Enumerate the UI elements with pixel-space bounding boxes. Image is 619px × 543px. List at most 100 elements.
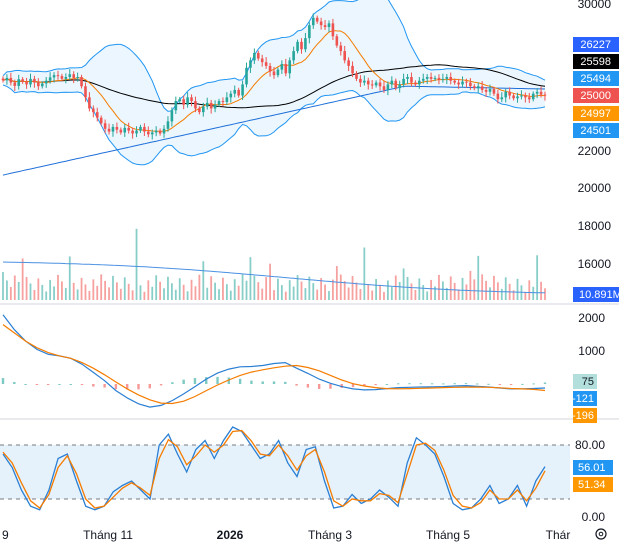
candle-body[interactable] [433, 77, 437, 79]
candle-body[interactable] [123, 127, 127, 133]
candle-body[interactable] [229, 93, 233, 98]
candle-body[interactable] [445, 77, 449, 79]
candle-body[interactable] [449, 77, 453, 81]
candle-body[interactable] [347, 60, 350, 66]
candle-body[interactable] [72, 74, 75, 78]
candle-body[interactable] [335, 36, 339, 46]
candle-body[interactable] [390, 80, 394, 85]
candle-body[interactable] [37, 82, 40, 87]
candle-body[interactable] [139, 126, 142, 131]
candle-body[interactable] [469, 82, 472, 87]
stochastic-panel[interactable] [0, 426, 570, 511]
candle-body[interactable] [80, 77, 83, 87]
candle-body[interactable] [60, 76, 64, 79]
candle-body[interactable] [402, 78, 405, 85]
candle-body[interactable] [488, 89, 492, 92]
candle-body[interactable] [107, 128, 111, 132]
candle-body[interactable] [457, 82, 460, 85]
candle-body[interactable] [194, 101, 197, 109]
candle-body[interactable] [241, 84, 244, 96]
candle-body[interactable] [520, 95, 523, 97]
candle-body[interactable] [410, 77, 413, 83]
candle-body[interactable] [135, 130, 138, 134]
candle-body[interactable] [205, 102, 209, 107]
gear-icon[interactable] [595, 528, 607, 540]
candle-body[interactable] [374, 82, 378, 86]
candle-body[interactable] [425, 77, 429, 79]
candle-body[interactable] [394, 80, 398, 89]
candle-body[interactable] [166, 121, 170, 129]
macd-panel[interactable] [1, 314, 547, 408]
candle-body[interactable] [88, 97, 91, 109]
candle-body[interactable] [398, 84, 401, 89]
candle-body[interactable] [308, 25, 311, 39]
price-panel[interactable] [1, 0, 547, 300]
candle-body[interactable] [209, 102, 213, 109]
candle-body[interactable] [296, 41, 299, 52]
candle-body[interactable] [441, 78, 445, 80]
candle-body[interactable] [268, 65, 272, 72]
candle-body[interactable] [319, 21, 323, 26]
candle-body[interactable] [5, 77, 9, 81]
candle-body[interactable] [512, 95, 515, 99]
candle-body[interactable] [52, 75, 56, 78]
candle-body[interactable] [17, 79, 21, 86]
candle-body[interactable] [437, 77, 441, 80]
candle-body[interactable] [406, 77, 409, 79]
candle-body[interactable] [476, 86, 480, 89]
candle-body[interactable] [221, 101, 225, 103]
candle-body[interactable] [366, 80, 370, 85]
candle-body[interactable] [245, 67, 248, 85]
candle-body[interactable] [480, 86, 484, 90]
candle-body[interactable] [217, 101, 221, 105]
candle-body[interactable] [95, 112, 99, 118]
candle-body[interactable] [182, 99, 185, 105]
candle-body[interactable] [418, 80, 421, 85]
candle-body[interactable] [386, 84, 390, 90]
candle-body[interactable] [21, 79, 24, 82]
candle-body[interactable] [256, 52, 260, 59]
candle-body[interactable] [535, 91, 539, 94]
candle-body[interactable] [500, 97, 504, 100]
candle-body[interactable] [186, 97, 189, 105]
candle-body[interactable] [111, 126, 115, 132]
candle-body[interactable] [531, 93, 535, 100]
candle-body[interactable] [429, 77, 433, 79]
time-axis[interactable]: 9 Tháng 11 2026 Tháng 3 Tháng 5 Thár [2, 528, 570, 542]
candle-body[interactable] [504, 91, 508, 98]
candle-body[interactable] [198, 108, 201, 113]
candle-body[interactable] [33, 78, 36, 83]
candle-body[interactable] [9, 77, 13, 83]
candle-body[interactable] [143, 126, 146, 132]
candle-body[interactable] [496, 93, 500, 100]
candle-body[interactable] [343, 51, 346, 61]
candle-body[interactable] [56, 75, 60, 77]
candle-body[interactable] [260, 58, 264, 63]
candle-body[interactable] [40, 83, 44, 87]
price-scale[interactable]: 30000 22000 20000 18000 16000 26227 25598 25494… [572, 0, 619, 524]
candle-body[interactable] [115, 126, 119, 130]
candle-body[interactable] [516, 96, 519, 99]
candle-body[interactable] [414, 82, 417, 85]
candle-body[interactable] [378, 82, 382, 87]
candle-body[interactable] [64, 77, 68, 79]
candle-body[interactable] [190, 97, 193, 102]
candle-body[interactable] [233, 89, 237, 94]
candle-body[interactable] [292, 51, 295, 61]
candle-body[interactable] [29, 78, 32, 85]
candle-body[interactable] [103, 123, 107, 129]
candle-body[interactable] [288, 60, 292, 74]
candle-body[interactable] [1, 78, 5, 81]
candle-body[interactable] [315, 17, 319, 22]
candle-body[interactable] [174, 101, 178, 111]
candle-body[interactable] [178, 99, 182, 102]
candle-body[interactable] [323, 25, 327, 28]
candle-body[interactable] [484, 89, 488, 92]
candle-body[interactable] [264, 62, 268, 66]
candle-body[interactable] [363, 80, 366, 83]
candle-body[interactable] [84, 86, 87, 98]
candle-body[interactable] [539, 91, 543, 95]
candle-body[interactable] [461, 81, 464, 85]
candle-body[interactable] [150, 132, 154, 135]
